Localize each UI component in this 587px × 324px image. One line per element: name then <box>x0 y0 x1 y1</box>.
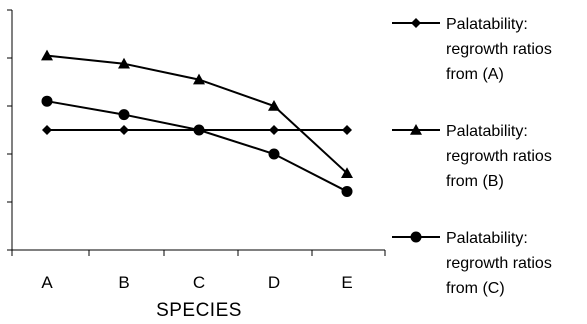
legend-label-1-line-2: from (B) <box>446 173 504 190</box>
legend-label-1-line-1: regrowth ratios <box>446 148 552 165</box>
series-1-point-A <box>41 49 53 61</box>
legend-label-2-line-0: Palatability: <box>446 230 528 247</box>
series-2-line <box>46 100 348 193</box>
series-1-point-C <box>193 73 205 85</box>
legend-label-0-line-0: Palatability: <box>446 16 528 33</box>
series-0-point-A <box>42 125 52 135</box>
legend-item-0: Palatability: regrowth ratios from (A) <box>392 16 552 83</box>
series-1-point-D <box>268 100 280 111</box>
legend-item-2: Palatability: regrowth ratios from (C) <box>392 230 552 297</box>
series-0-point-D <box>269 125 279 135</box>
legend-swatch-marker-2 <box>410 231 422 243</box>
x-tick-label-B: B <box>118 273 129 292</box>
series-2-point-B <box>118 109 130 121</box>
legend-label-0-line-2: from (A) <box>446 66 504 83</box>
series-2-point-E <box>341 185 353 197</box>
x-tick-label-A: A <box>41 273 53 292</box>
legend-label-0-line-1: regrowth ratios <box>446 41 552 58</box>
axes <box>7 9 386 256</box>
series-2-point-C <box>193 124 205 136</box>
series-0-point-E <box>342 125 352 135</box>
legend-item-1: Palatability: regrowth ratios from (B) <box>392 123 552 190</box>
x-tick-label-C: C <box>193 273 205 292</box>
series-0-point-B <box>119 125 129 135</box>
labels-layer: A B C D E SPECIES <box>41 273 352 321</box>
series-1-point-B <box>118 57 130 69</box>
legend-swatch-marker-0 <box>411 18 421 28</box>
series-1-line <box>46 54 348 174</box>
series-2 <box>41 95 353 197</box>
series-2-point-D <box>268 148 280 160</box>
series-2-point-A <box>41 95 53 107</box>
legend-label-1-line-0: Palatability: <box>446 123 528 140</box>
series-1-point-E <box>341 167 353 178</box>
series-layer <box>41 49 353 197</box>
legend-label-2-line-2: from (C) <box>446 280 505 297</box>
x-axis-title: SPECIES <box>156 300 242 321</box>
x-tick-label-D: D <box>268 273 280 292</box>
series-1 <box>41 49 353 178</box>
legend-swatch-marker-1 <box>410 124 422 135</box>
legend-label-2-line-1: regrowth ratios <box>446 255 552 272</box>
x-tick-label-E: E <box>341 273 352 292</box>
